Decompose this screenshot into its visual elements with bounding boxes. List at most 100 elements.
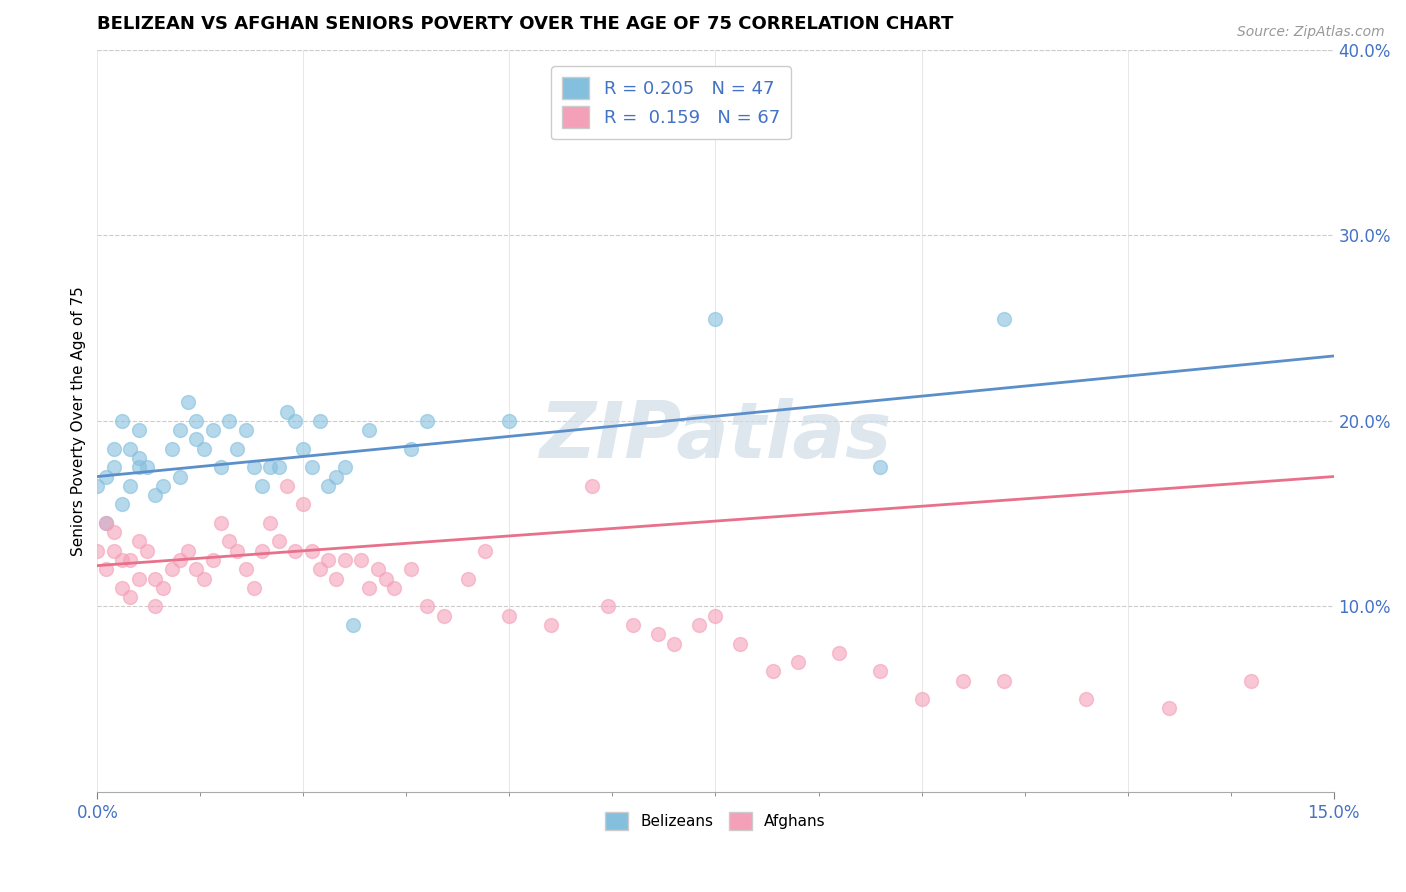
Point (169, 469, 191, 483)
Point (416, 414, 439, 428)
Point (267, 534, 290, 549)
Point (267, 460, 290, 475)
Point (128, 534, 150, 549)
Point (111, 553, 134, 567)
Point (276, 404, 298, 418)
Point (177, 395, 200, 409)
Point (152, 581, 174, 595)
Point (186, 433, 208, 447)
Point (86, 479, 108, 493)
Point (367, 562, 389, 576)
Point (333, 553, 356, 567)
Point (243, 581, 266, 595)
Point (250, 479, 273, 493)
Point (869, 665, 891, 679)
Legend: Belizeans, Afghans: Belizeans, Afghans (599, 805, 832, 837)
Point (728, 636, 751, 650)
Point (993, 673, 1015, 688)
Point (143, 488, 166, 502)
Point (94, 516, 117, 530)
Point (143, 599, 166, 614)
Point (103, 460, 125, 475)
Point (309, 562, 332, 576)
Point (86, 543, 108, 558)
Point (193, 442, 215, 456)
Point (135, 543, 157, 558)
Point (301, 460, 323, 475)
Point (259, 460, 281, 475)
Point (235, 562, 257, 576)
Text: ZIPatlas: ZIPatlas (540, 398, 891, 474)
Point (120, 590, 142, 604)
Point (201, 423, 224, 437)
Point (704, 608, 727, 623)
Point (226, 442, 249, 456)
Point (688, 618, 710, 632)
Point (342, 618, 364, 632)
Point (399, 442, 422, 456)
Point (316, 479, 339, 493)
Point (284, 414, 307, 428)
Point (128, 450, 150, 465)
Point (186, 562, 208, 576)
Point (135, 460, 157, 475)
Point (474, 543, 496, 558)
Point (457, 572, 479, 586)
Point (704, 311, 727, 326)
Point (762, 665, 785, 679)
Point (581, 479, 603, 493)
Point (103, 525, 125, 540)
Point (325, 469, 347, 483)
Point (94, 469, 117, 483)
Point (177, 543, 200, 558)
Point (498, 414, 520, 428)
Point (226, 543, 249, 558)
Point (292, 497, 315, 511)
Point (103, 442, 125, 456)
Point (498, 608, 520, 623)
Point (111, 414, 134, 428)
Point (235, 423, 257, 437)
Point (143, 572, 166, 586)
Point (598, 599, 620, 614)
Point (209, 516, 232, 530)
Point (1157, 701, 1180, 715)
Point (120, 553, 142, 567)
Point (316, 553, 339, 567)
Point (218, 414, 240, 428)
Point (664, 636, 686, 650)
Point (359, 581, 381, 595)
Point (152, 479, 174, 493)
Point (120, 442, 142, 456)
Point (292, 442, 315, 456)
Point (910, 692, 932, 706)
Point (160, 442, 183, 456)
Point (432, 608, 454, 623)
Y-axis label: Seniors Poverty Over the Age of 75: Seniors Poverty Over the Age of 75 (72, 286, 86, 556)
Point (374, 572, 396, 586)
Point (787, 655, 810, 669)
Point (382, 581, 405, 595)
Point (111, 581, 134, 595)
Point (250, 543, 273, 558)
Point (359, 423, 381, 437)
Point (111, 497, 134, 511)
Point (416, 599, 439, 614)
Point (540, 618, 562, 632)
Point (94, 562, 117, 576)
Point (259, 516, 281, 530)
Point (193, 572, 215, 586)
Point (284, 543, 307, 558)
Point (301, 543, 323, 558)
Point (993, 311, 1015, 326)
Point (621, 618, 644, 632)
Point (128, 572, 150, 586)
Point (218, 534, 240, 549)
Point (169, 553, 191, 567)
Point (169, 423, 191, 437)
Point (160, 562, 183, 576)
Point (350, 553, 373, 567)
Point (325, 572, 347, 586)
Point (209, 460, 232, 475)
Point (103, 543, 125, 558)
